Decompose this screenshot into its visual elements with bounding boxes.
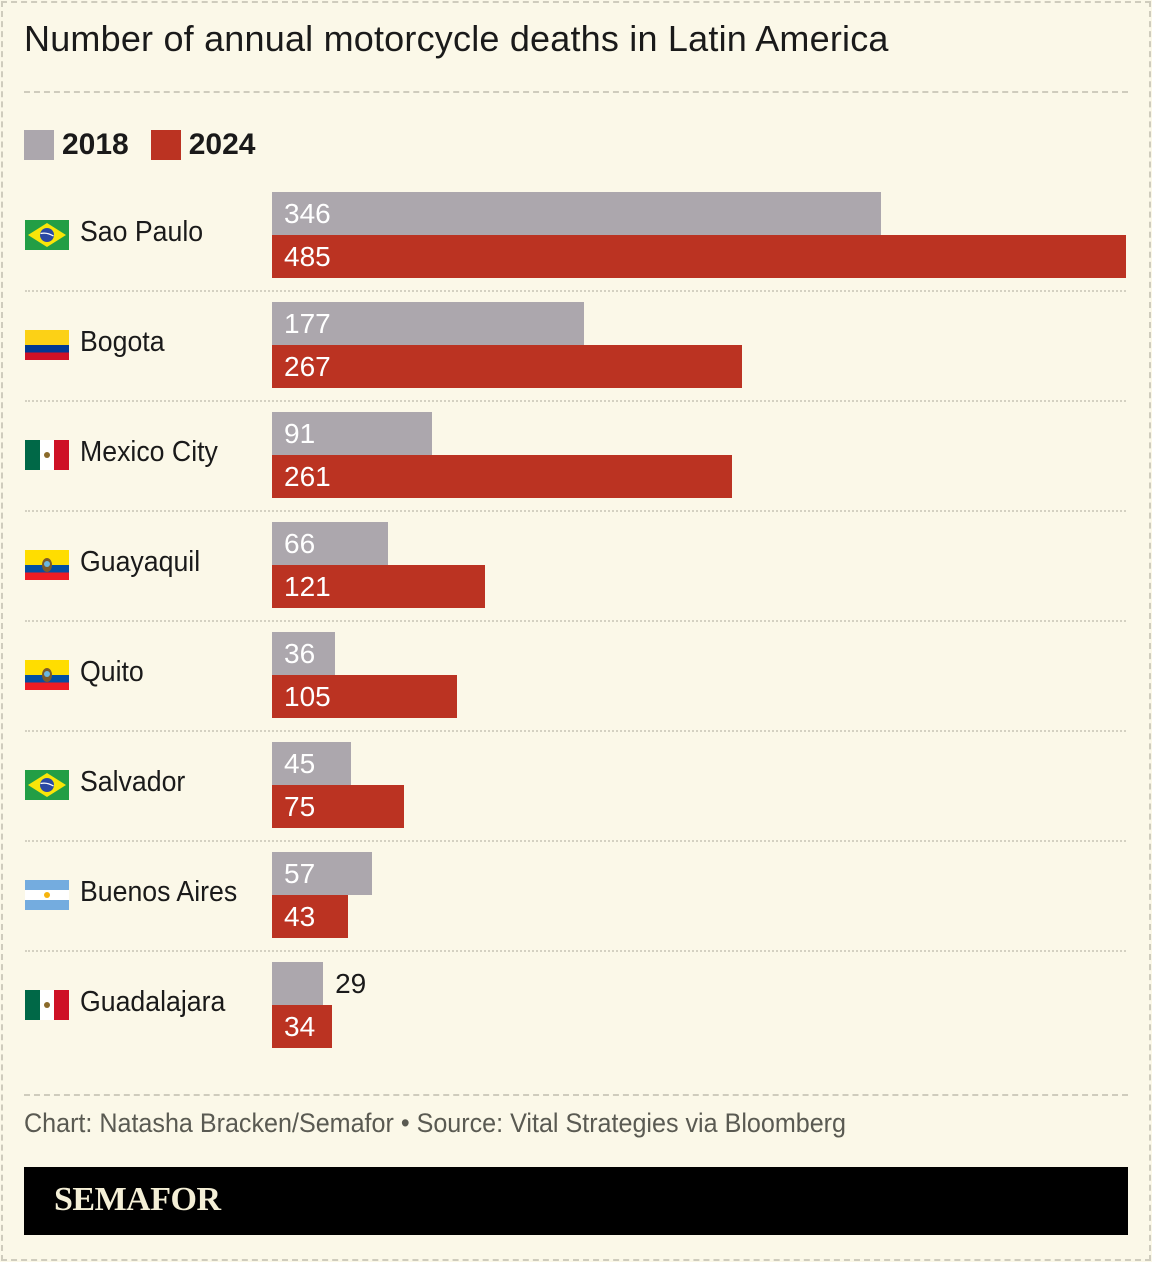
- legend-item-2018: 2018: [24, 128, 129, 162]
- city-label: Mexico City: [80, 436, 218, 468]
- row-salvador: Salvador 45 75: [0, 742, 1152, 852]
- row-separator: [25, 620, 1126, 622]
- footer-divider: [24, 1094, 1128, 1096]
- bar-2024: [272, 785, 405, 828]
- source-note: Chart: Natasha Bracken/Semafor • Source:…: [24, 1108, 847, 1138]
- row-separator: [25, 290, 1126, 292]
- city-label: Sao Paulo: [80, 216, 204, 248]
- value-label-2018: 45: [284, 748, 316, 779]
- bar-2018: [272, 742, 352, 785]
- row-separator: [25, 730, 1126, 732]
- bar-2024: [272, 675, 457, 718]
- value-label-2024: 43: [284, 901, 316, 932]
- brand-logo: SEMAFOR: [54, 1181, 221, 1218]
- flag-mexico-icon: [25, 440, 69, 470]
- row-guadalajara: Guadalajara 29 34: [0, 962, 1152, 1072]
- row-guayaquil: Guayaquil 66 121: [0, 522, 1152, 632]
- row-sao-paulo: Sao Paulo 346 485: [0, 192, 1152, 302]
- legend: 2018 2024: [24, 128, 278, 162]
- chart-title: Number of annual motorcycle deaths in La…: [24, 18, 889, 59]
- flag-brazil-icon: [25, 220, 69, 250]
- row-quito: Quito 36 105: [0, 632, 1152, 742]
- bar-2024: [272, 235, 1126, 278]
- value-label-2024: 485: [284, 241, 331, 272]
- bar-2024: [272, 1005, 332, 1048]
- value-label-2024: 121: [284, 571, 331, 602]
- flag-argentina-icon: [25, 880, 69, 910]
- value-label-2018: 36: [284, 638, 316, 669]
- value-label-2018: 66: [284, 528, 316, 559]
- city-label: Guayaquil: [80, 546, 201, 578]
- value-label-2018: 91: [284, 418, 316, 449]
- legend-item-2024: 2024: [150, 128, 256, 162]
- row-separator: [25, 950, 1126, 952]
- bar-2018: [272, 962, 324, 1005]
- value-label-2018: 57: [284, 858, 316, 889]
- flag-mexico-icon: [25, 990, 69, 1020]
- flag-brazil-icon: [25, 770, 69, 800]
- row-separator: [25, 400, 1126, 402]
- bar-2024: [272, 455, 732, 498]
- city-label: Guadalajara: [80, 986, 226, 1018]
- flag-ecuador-icon: [25, 660, 69, 690]
- flag-colombia-icon: [25, 330, 69, 360]
- city-label: Buenos Aires: [80, 876, 238, 908]
- legend-label-2018: 2018: [62, 128, 129, 161]
- legend-swatch-2024: [150, 130, 181, 160]
- value-label-2018: 29: [335, 968, 367, 999]
- bar-2018: [272, 852, 373, 895]
- row-buenos-aires: Buenos Aires 57 43: [0, 852, 1152, 962]
- bar-2018: [272, 522, 389, 565]
- row-bogota: Bogota 177 267: [0, 302, 1152, 412]
- row-separator: [25, 510, 1126, 512]
- title-divider: [24, 91, 1128, 93]
- city-label: Bogota: [80, 326, 165, 358]
- value-label-2024: 75: [284, 791, 316, 822]
- value-label-2024: 105: [284, 681, 331, 712]
- bar-2024: [272, 565, 486, 608]
- city-label: Salvador: [80, 766, 186, 798]
- value-label-2024: 267: [284, 351, 331, 382]
- city-label: Quito: [80, 656, 144, 688]
- legend-label-2024: 2024: [188, 128, 256, 161]
- brand-bar: SEMAFOR: [24, 1167, 1128, 1235]
- row-mexico-city: Mexico City 91 261: [0, 412, 1152, 522]
- bar-2018: [272, 412, 433, 455]
- bar-2024: [272, 895, 348, 938]
- flag-ecuador-icon: [25, 550, 69, 580]
- bar-2018: [272, 632, 336, 675]
- value-label-2018: 177: [284, 308, 331, 339]
- row-separator: [25, 840, 1126, 842]
- legend-swatch-2018: [24, 130, 54, 160]
- value-label-2018: 346: [284, 198, 331, 229]
- value-label-2024: 261: [284, 461, 331, 492]
- bar-2018: [272, 192, 882, 235]
- value-label-2024: 34: [284, 1011, 316, 1042]
- bar-2018: [272, 302, 584, 345]
- bar-2024: [272, 345, 743, 388]
